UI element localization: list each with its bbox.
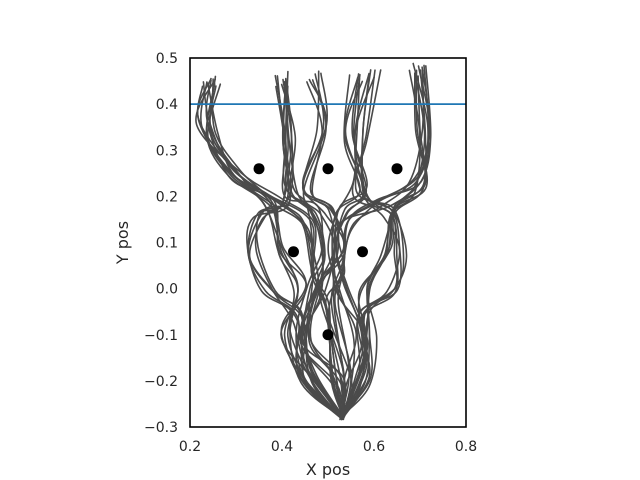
y-tick-label: 0.2 xyxy=(156,189,178,205)
trajectory-line xyxy=(340,73,426,418)
trajectory-line xyxy=(246,77,343,418)
x-tick-label: 0.6 xyxy=(363,439,385,455)
obstacle-marker xyxy=(288,246,299,258)
trajectory-line xyxy=(330,65,432,419)
trajectory-line xyxy=(335,76,366,418)
y-axis-ticks: −0.3 −0.2 −0.1 0.0 0.1 0.2 0.3 0.4 0.5 xyxy=(144,51,178,436)
obstacle-marker xyxy=(391,163,403,175)
y-tick-label: 0.3 xyxy=(156,143,178,159)
trajectory-lines xyxy=(195,62,432,421)
trajectory-line xyxy=(195,78,345,418)
y-tick-label: 0.4 xyxy=(156,97,178,113)
y-tick-label: 0.1 xyxy=(156,236,178,252)
trajectory-line xyxy=(280,83,344,419)
obstacle-marker xyxy=(357,246,368,258)
trajectory-line xyxy=(196,85,344,418)
x-axis-ticks: 0.2 0.4 0.6 0.8 xyxy=(179,439,477,455)
x-axis-label: X pos xyxy=(306,460,350,479)
y-tick-label: 0.0 xyxy=(156,282,178,298)
plot-frame xyxy=(189,57,467,428)
trajectory-line xyxy=(205,83,344,420)
obstacle-marker xyxy=(322,163,334,175)
y-tick-label: −0.2 xyxy=(144,374,178,390)
trajectory-line xyxy=(340,69,428,418)
x-tick-label: 0.4 xyxy=(271,439,293,455)
y-tick-label: −0.1 xyxy=(144,328,178,344)
trajectory-line xyxy=(248,81,344,418)
trajectory-line xyxy=(341,76,399,419)
obstacle-marker xyxy=(322,329,334,341)
x-tick-label: 0.2 xyxy=(179,439,201,455)
y-tick-label: −0.3 xyxy=(144,420,178,436)
obstacle-markers xyxy=(253,163,403,341)
y-axis-label: Y pos xyxy=(113,221,132,265)
obstacle-marker xyxy=(253,163,265,175)
x-tick-label: 0.8 xyxy=(455,439,477,455)
y-tick-label: 0.5 xyxy=(156,51,178,67)
trajectory-line xyxy=(342,69,398,420)
trajectory-line xyxy=(327,64,430,420)
trajectory-line xyxy=(211,78,343,420)
trajectory-line xyxy=(340,75,426,419)
